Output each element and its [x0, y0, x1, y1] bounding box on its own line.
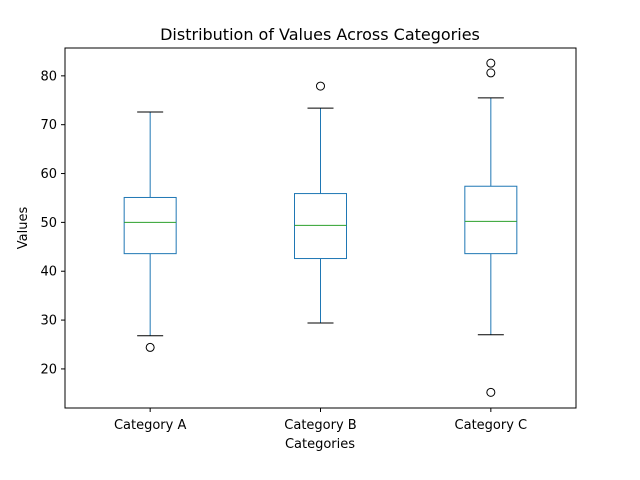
y-tick-label: 80	[40, 69, 57, 84]
plot-frame	[64, 47, 577, 409]
y-tick-label: 30	[40, 314, 57, 329]
plot-area: 20 30 40 50 60 70 80 Category A Category B Catego…	[40, 58, 528, 433]
x-tick-label: Category B	[284, 418, 356, 433]
box-iqr	[123, 196, 177, 255]
y-tick-label: 20	[40, 362, 57, 377]
outlier-point	[145, 342, 155, 352]
box-iqr	[464, 185, 518, 255]
outlier-point	[486, 68, 496, 78]
x-axis-label: Categories	[285, 437, 355, 452]
y-tick-label: 40	[40, 265, 57, 280]
y-tick-label: 60	[40, 167, 57, 182]
chart-title: Distribution of Values Across Categories	[160, 25, 480, 44]
outlier-point	[486, 58, 496, 68]
box-iqr	[294, 193, 347, 260]
x-tick-label: Category C	[455, 418, 528, 433]
y-axis-label: Values	[16, 207, 31, 250]
y-tick-label: 50	[40, 216, 57, 231]
outlier-point	[316, 81, 325, 91]
x-tick-label: Category A	[114, 418, 187, 433]
outlier-point	[486, 387, 496, 397]
y-tick-label: 70	[40, 118, 57, 133]
